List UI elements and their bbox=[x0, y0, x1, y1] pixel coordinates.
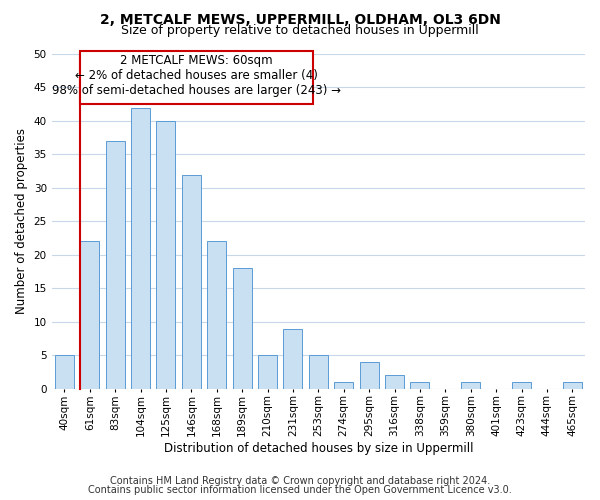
Text: Contains HM Land Registry data © Crown copyright and database right 2024.: Contains HM Land Registry data © Crown c… bbox=[110, 476, 490, 486]
Bar bbox=[233, 268, 251, 389]
Bar bbox=[80, 242, 99, 389]
Bar bbox=[359, 362, 379, 389]
Y-axis label: Number of detached properties: Number of detached properties bbox=[15, 128, 28, 314]
Bar bbox=[106, 141, 125, 389]
Text: 2 METCALF MEWS: 60sqm
← 2% of detached houses are smaller (4)
98% of semi-detach: 2 METCALF MEWS: 60sqm ← 2% of detached h… bbox=[52, 54, 341, 98]
Bar bbox=[385, 376, 404, 389]
Bar bbox=[563, 382, 582, 389]
Text: 2, METCALF MEWS, UPPERMILL, OLDHAM, OL3 6DN: 2, METCALF MEWS, UPPERMILL, OLDHAM, OL3 … bbox=[100, 12, 500, 26]
Bar bbox=[461, 382, 480, 389]
Bar bbox=[334, 382, 353, 389]
Text: Contains public sector information licensed under the Open Government Licence v3: Contains public sector information licen… bbox=[88, 485, 512, 495]
X-axis label: Distribution of detached houses by size in Uppermill: Distribution of detached houses by size … bbox=[164, 442, 473, 455]
Bar bbox=[131, 108, 150, 389]
Text: Size of property relative to detached houses in Uppermill: Size of property relative to detached ho… bbox=[121, 24, 479, 37]
Bar bbox=[55, 356, 74, 389]
Bar bbox=[283, 328, 302, 389]
Bar bbox=[207, 242, 226, 389]
Bar bbox=[157, 121, 175, 389]
Bar bbox=[410, 382, 430, 389]
Bar bbox=[182, 174, 201, 389]
FancyBboxPatch shape bbox=[80, 50, 313, 104]
Bar bbox=[258, 356, 277, 389]
Bar bbox=[309, 356, 328, 389]
Bar bbox=[512, 382, 531, 389]
